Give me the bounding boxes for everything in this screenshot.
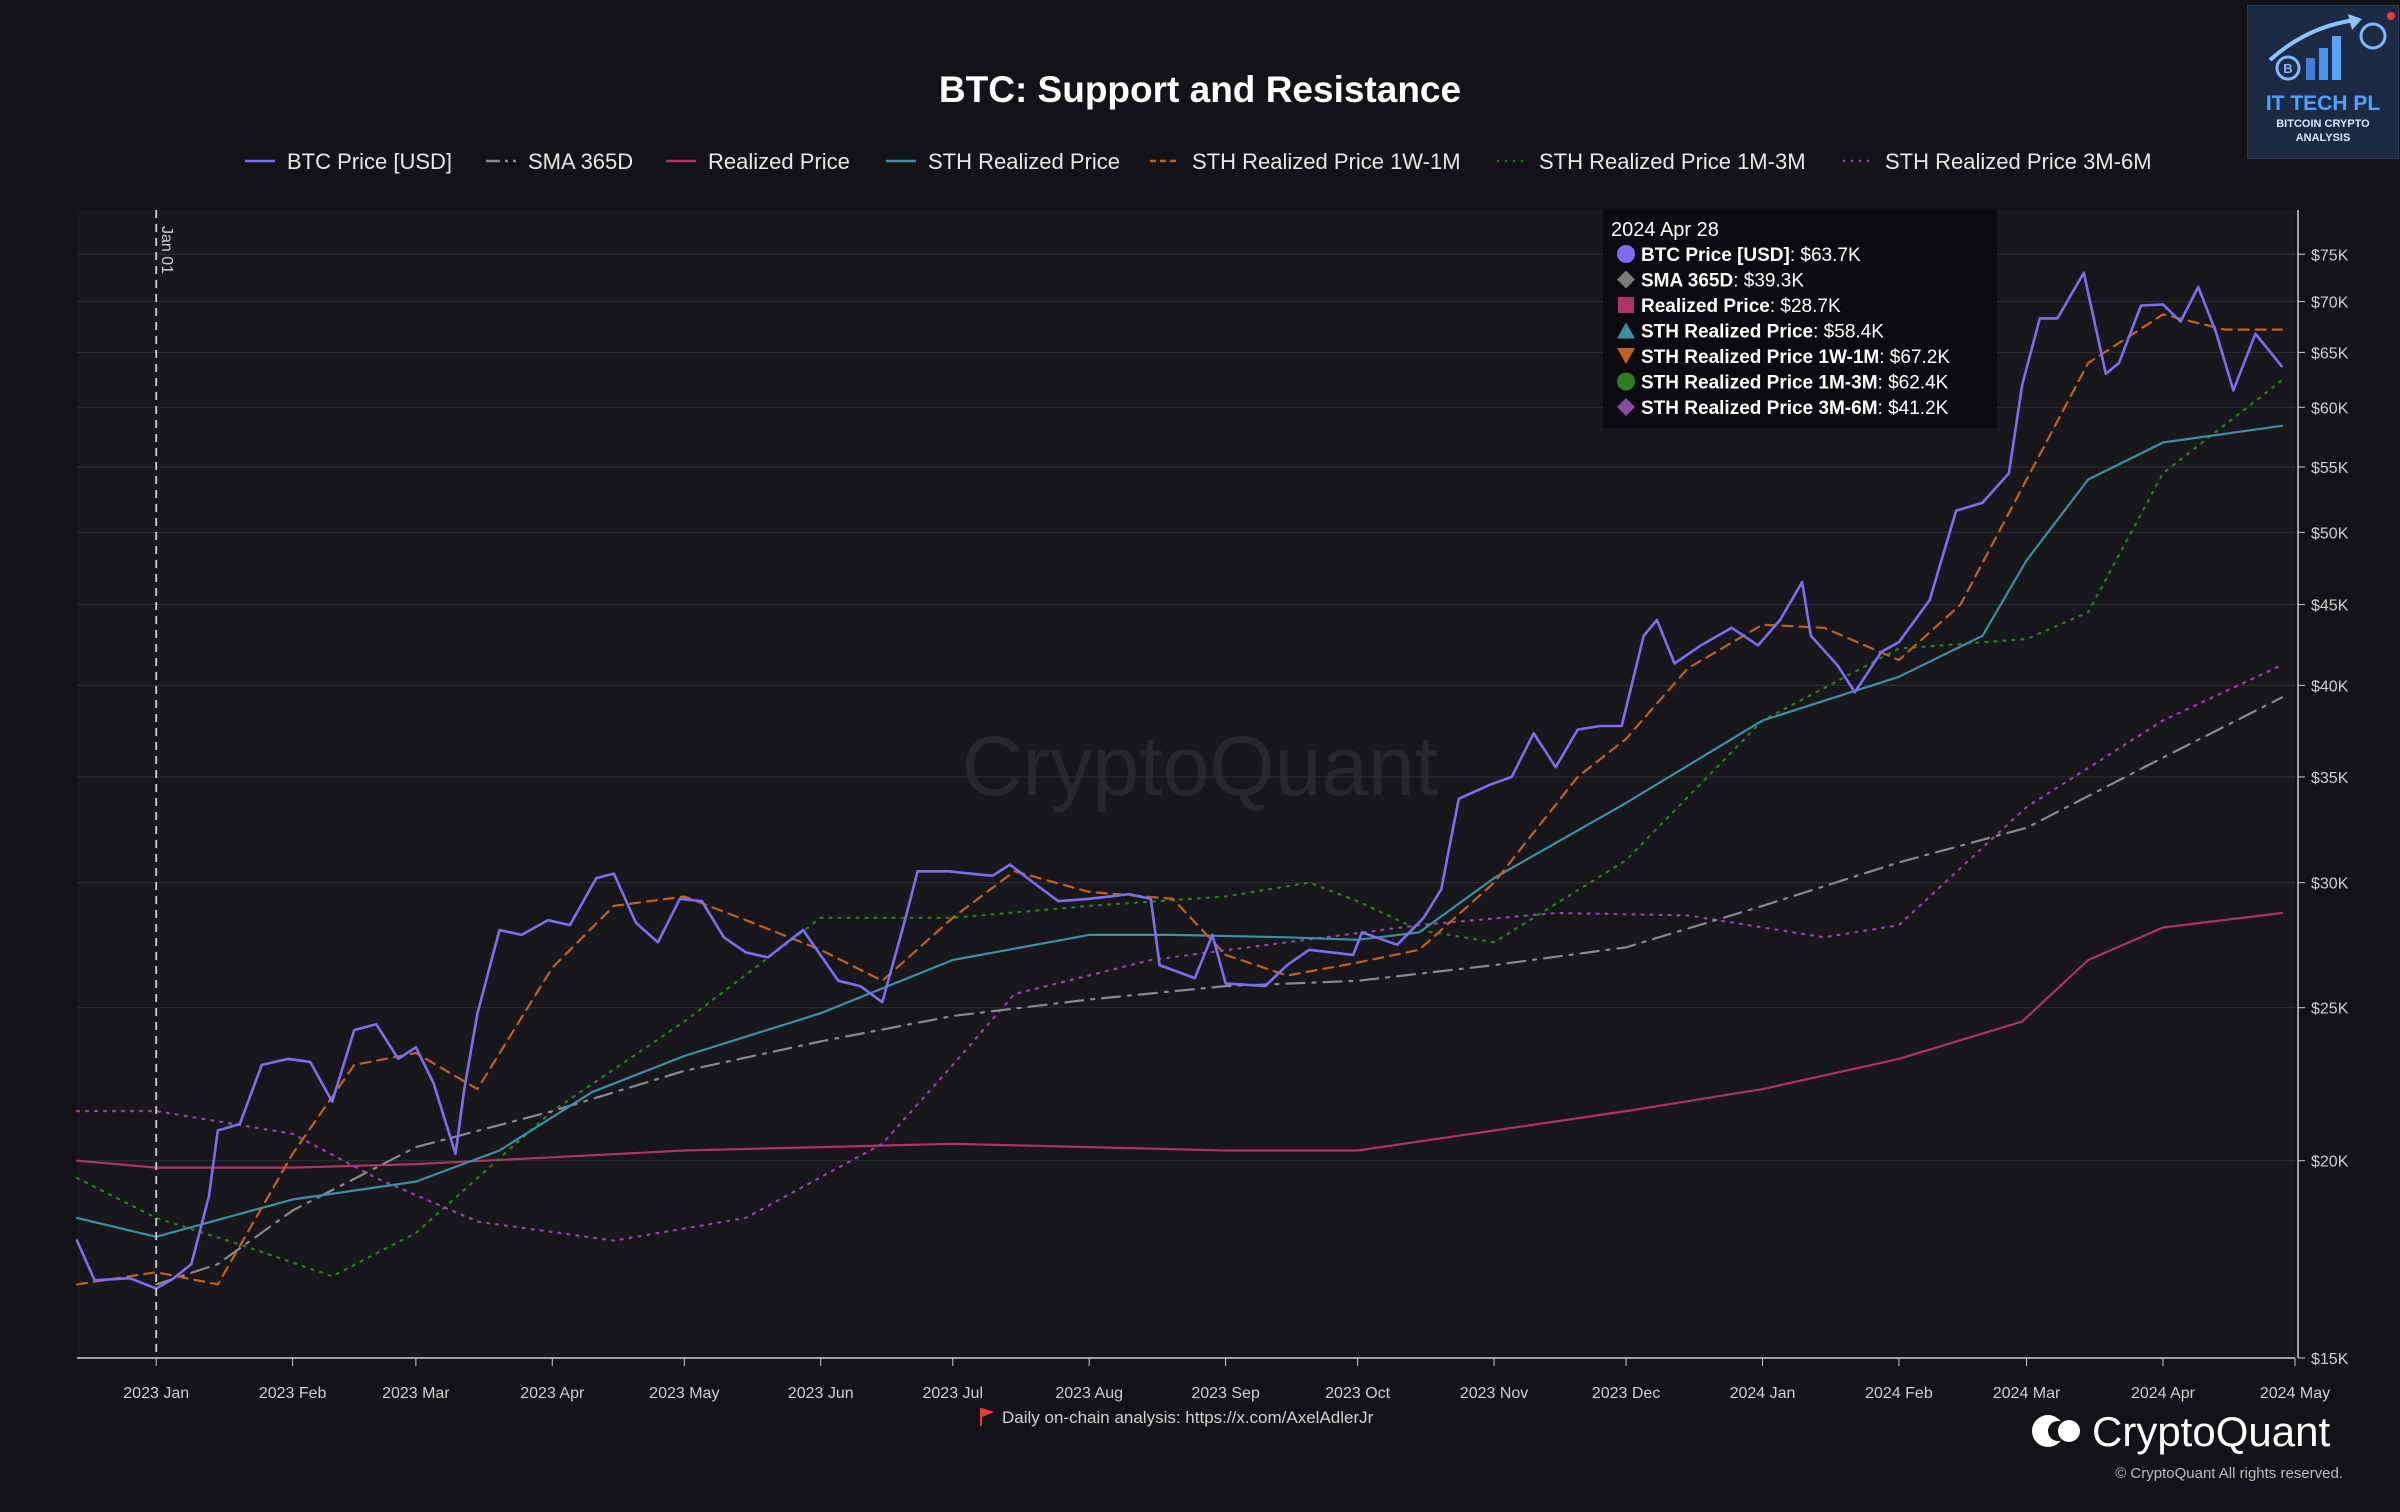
tooltip-marker bbox=[1617, 322, 1635, 339]
tooltip-item: BTC Price [USD]: $63.7K bbox=[1641, 245, 1861, 266]
y-tick-label: $65K bbox=[2311, 345, 2349, 362]
y-tick-label: $45K bbox=[2311, 598, 2349, 615]
x-tick-label: 2024 Feb bbox=[1865, 1385, 1933, 1402]
footer: Daily on-chain analysis: https://x.com/A… bbox=[980, 1408, 2343, 1482]
x-tick-label: 2024 May bbox=[2260, 1385, 2330, 1402]
watermark: CryptoQuant bbox=[962, 719, 1438, 813]
y-tick-label: $30K bbox=[2311, 876, 2349, 893]
series-line-3 bbox=[75, 424, 2283, 1238]
logo-title: IT TECH PL bbox=[2265, 92, 2381, 115]
date-marker: Jan 01 bbox=[155, 210, 175, 1358]
chart-title: BTC: Support and Resistance bbox=[939, 69, 1461, 110]
series-line-1 bbox=[155, 696, 2283, 1286]
x-axis: 2023 Jan 2023 Feb 2023 Mar 2023 Apr 2023 May… bbox=[77, 1357, 2330, 1402]
x-tick-label: 2023 Mar bbox=[382, 1385, 450, 1402]
tooltip-item: STH Realized Price 3M-6M: $41.2K bbox=[1641, 398, 1949, 419]
series-line-0 bbox=[75, 271, 2284, 1290]
x-tick-label: 2023 Jan bbox=[123, 1385, 189, 1402]
tooltip-box bbox=[1603, 210, 1997, 428]
legend-label: STH Realized Price 1W-1M bbox=[1192, 149, 1461, 174]
tooltip-marker bbox=[1618, 297, 1634, 313]
x-tick-label: 2023 Aug bbox=[1055, 1385, 1123, 1402]
logo-subtitle-1: BITCOIN CRYPTO bbox=[2276, 118, 2370, 130]
x-tick-label: 2023 Feb bbox=[259, 1385, 327, 1402]
legend-label: STH Realized Price 3M-6M bbox=[1885, 149, 2152, 174]
x-tick-label: 2023 Dec bbox=[1592, 1385, 1661, 1402]
x-tick-label: 2024 Apr bbox=[2131, 1385, 2196, 1402]
x-tick-label: 2024 Jan bbox=[1730, 1385, 1796, 1402]
copyright: © CryptoQuant All rights reserved. bbox=[2115, 1465, 2343, 1482]
x-tick-label: 2023 Apr bbox=[520, 1385, 585, 1402]
series-line-4 bbox=[75, 313, 2283, 1286]
y-tick-label: $70K bbox=[2311, 295, 2349, 312]
y-tick-label: $20K bbox=[2311, 1154, 2349, 1171]
tooltip-marker bbox=[1617, 398, 1635, 416]
tooltip-item: STH Realized Price 1M-3M: $62.4K bbox=[1641, 373, 1949, 394]
y-tick-label: $40K bbox=[2311, 678, 2349, 695]
tooltip-marker bbox=[1617, 348, 1635, 364]
tooltip-marker bbox=[1617, 372, 1635, 391]
x-tick-label: 2024 Mar bbox=[1993, 1385, 2061, 1402]
logo-subtitle-2: ANALYSIS bbox=[2295, 132, 2351, 144]
tooltip-marker bbox=[1617, 270, 1635, 289]
chart-growth-icon: B bbox=[2268, 12, 2395, 81]
legend-label: Realized Price bbox=[708, 149, 850, 174]
legend-label: BTC Price [USD] bbox=[287, 149, 452, 174]
tooltip: 2024 Apr 28 BTC Price [USD]: $63.7K SMA 36… bbox=[1603, 210, 1997, 428]
it-tech-logo: B IT TECH PL BITCOIN CRYPTO ANALYSIS bbox=[2247, 5, 2399, 159]
legend: BTC Price [USD] SMA 365D Realized Price STH… bbox=[245, 149, 2152, 174]
tooltip-item: SMA 365D: $39.3K bbox=[1641, 271, 1804, 292]
series-layer bbox=[75, 271, 2284, 1290]
tooltip-marker bbox=[1617, 245, 1635, 263]
x-tick-label: 2023 Jun bbox=[788, 1385, 854, 1402]
footer-note: Daily on-chain analysis: https://x.com/A… bbox=[1002, 1408, 1374, 1427]
legend-label: SMA 365D bbox=[528, 149, 633, 174]
y-tick-label: $55K bbox=[2311, 460, 2349, 477]
y-tick-label: $50K bbox=[2311, 525, 2349, 542]
svg-text:B: B bbox=[2283, 61, 2292, 76]
legend-label: STH Realized Price bbox=[928, 149, 1120, 174]
y-tick-label: $25K bbox=[2311, 1001, 2349, 1018]
y-axis: $15K $20K $25K $30K $35K $40K $45K $50K $55K $60K… bbox=[2297, 210, 2349, 1368]
legend-label: STH Realized Price 1M-3M bbox=[1539, 149, 1806, 174]
y-tick-label: $35K bbox=[2311, 770, 2349, 787]
x-tick-label: 2023 Oct bbox=[1325, 1385, 1390, 1402]
x-tick-label: 2023 Sep bbox=[1191, 1385, 1260, 1402]
tooltip-item: STH Realized Price 1W-1M: $67.2K bbox=[1641, 347, 1950, 368]
series-line-2 bbox=[75, 911, 2283, 1169]
brand-name: CryptoQuant bbox=[2092, 1408, 2330, 1455]
marker-label: Jan 01 bbox=[158, 226, 175, 274]
flag-icon bbox=[980, 1408, 994, 1426]
x-tick-label: 2023 Jul bbox=[923, 1385, 984, 1402]
x-tick-label: 2023 May bbox=[649, 1385, 719, 1402]
cryptoquant-logo-icon bbox=[2032, 1415, 2080, 1447]
y-tick-label: $15K bbox=[2311, 1351, 2349, 1368]
x-tick-label: 2023 Nov bbox=[1460, 1385, 1529, 1402]
tooltip-item: STH Realized Price: $58.4K bbox=[1641, 322, 1884, 343]
y-tick-label: $75K bbox=[2311, 247, 2349, 264]
y-tick-label: $60K bbox=[2311, 400, 2349, 417]
tooltip-date: 2024 Apr 28 bbox=[1611, 219, 1719, 241]
tooltip-item: Realized Price: $28.7K bbox=[1641, 296, 1841, 317]
